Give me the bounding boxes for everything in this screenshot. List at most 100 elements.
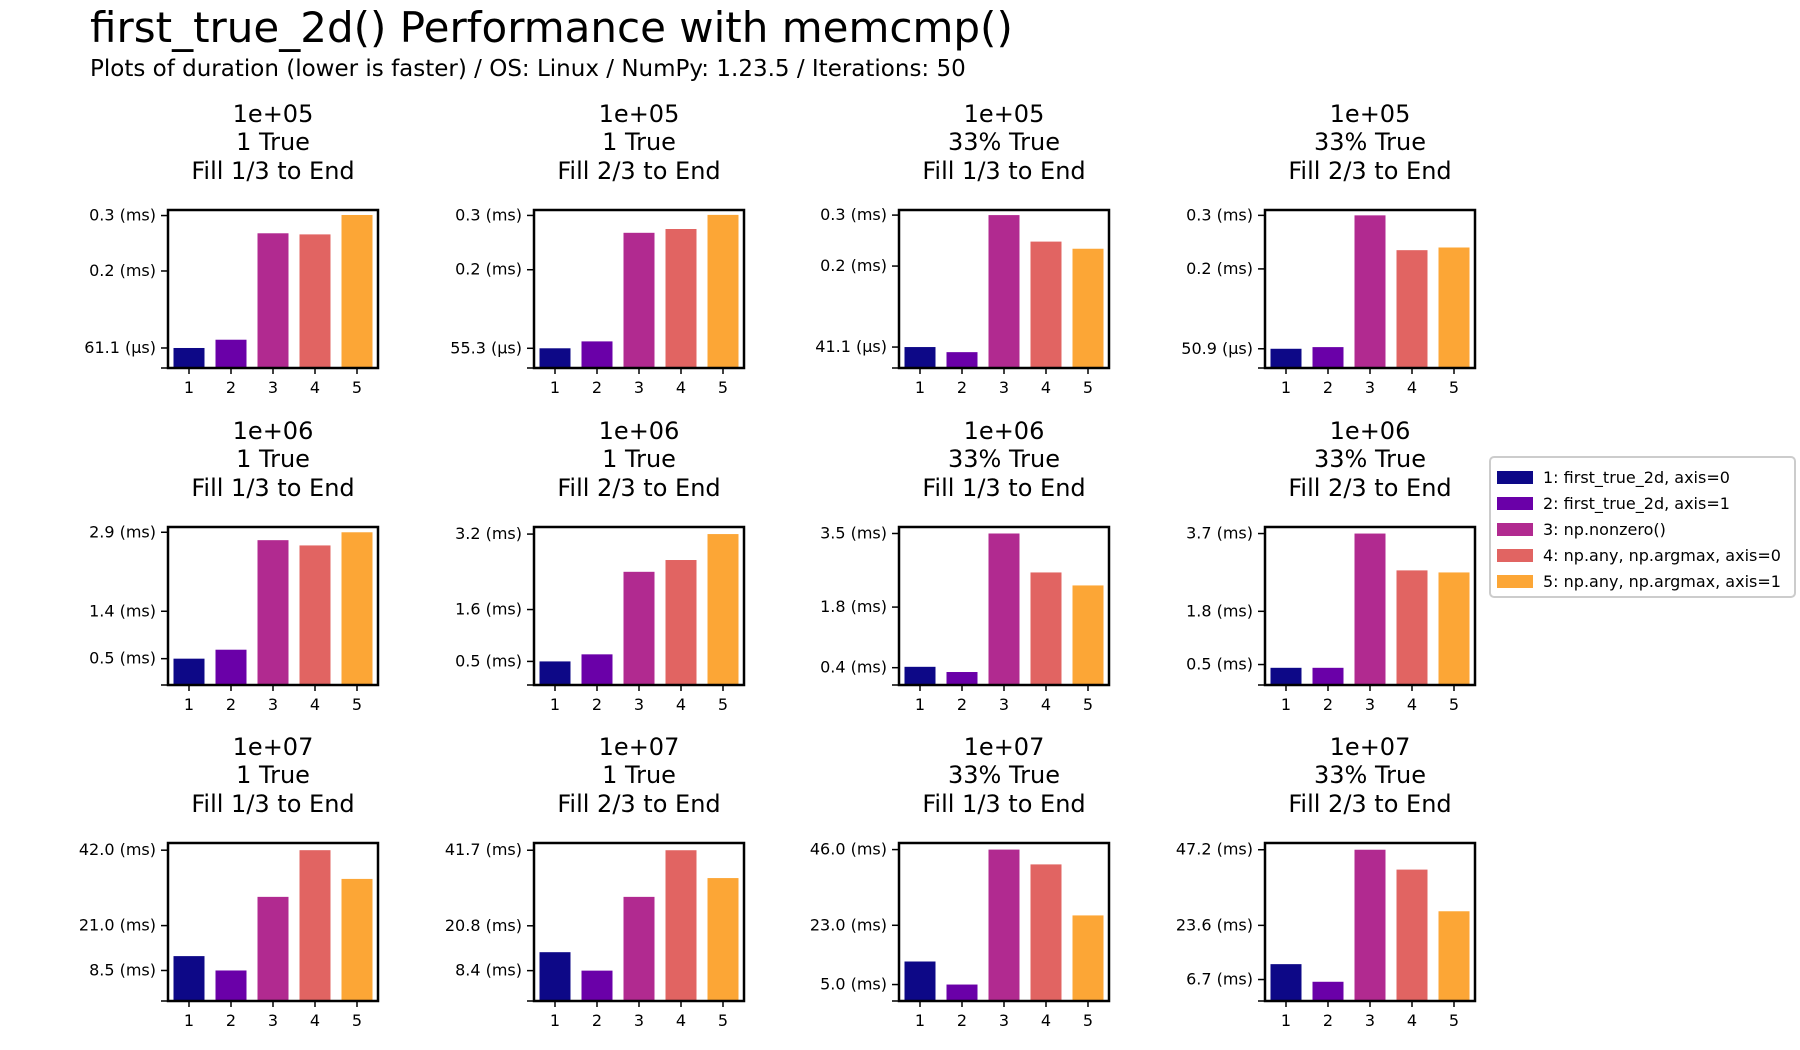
bar-4 [1396, 250, 1428, 368]
legend: 1: first_true_2d, axis=0 2: first_true_2d… [1489, 456, 1796, 598]
panel-title-line: 33% True [1314, 445, 1426, 473]
y-tick-label: 0.4 (ms) [820, 658, 887, 677]
panel-title-line: 1e+05 [233, 100, 314, 128]
y-tick-label: 0.3 (ms) [89, 206, 156, 225]
x-tick-label: 1 [1281, 1011, 1291, 1030]
x-tick-label: 1 [184, 695, 194, 714]
panel-title-line: 1e+07 [599, 733, 680, 761]
y-tick-label: 41.1 (µs) [815, 337, 887, 356]
panel-title-line: Fill 2/3 to End [557, 474, 720, 502]
panel-title-line: Fill 2/3 to End [1288, 157, 1451, 185]
x-tick-label: 4 [1407, 1011, 1417, 1030]
x-tick-label: 4 [310, 378, 320, 397]
x-tick-label: 2 [1323, 1011, 1333, 1030]
panel-title-line: Fill 2/3 to End [557, 157, 720, 185]
panel-title-line: 1e+06 [964, 417, 1045, 445]
x-tick-label: 3 [999, 695, 1009, 714]
panel-title-line: 1e+05 [599, 100, 680, 128]
x-tick-label: 3 [268, 1011, 278, 1030]
legend-swatch-5 [1497, 575, 1533, 588]
bar-3 [988, 849, 1020, 1001]
bar-3 [1354, 533, 1386, 685]
y-tick-label: 21.0 (ms) [79, 916, 156, 935]
panel-title-line: 1e+07 [1330, 733, 1411, 761]
legend-swatch-4 [1497, 549, 1533, 562]
y-tick-label: 0.5 (ms) [89, 649, 156, 668]
bar-3 [1354, 215, 1386, 368]
x-tick-label: 1 [915, 695, 925, 714]
y-tick-label: 0.2 (ms) [89, 261, 156, 280]
y-tick-label: 61.1 (µs) [84, 338, 156, 357]
bar-3 [988, 533, 1020, 685]
bar-5 [1438, 572, 1470, 685]
panel-title-line: 1e+05 [1330, 100, 1411, 128]
bar-3 [623, 571, 655, 685]
legend-label-1: 1: first_true_2d, axis=0 [1543, 468, 1730, 488]
x-tick-label: 3 [634, 378, 644, 397]
x-tick-label: 4 [1041, 695, 1051, 714]
y-tick-label: 0.5 (ms) [455, 651, 522, 670]
bar-5 [1072, 248, 1104, 368]
bar-2 [946, 984, 978, 1001]
bar-4 [1396, 869, 1428, 1001]
bar-4 [299, 234, 331, 368]
legend-swatch-3 [1497, 523, 1533, 536]
panel-title-line: 33% True [948, 761, 1060, 789]
x-tick-label: 5 [1083, 1011, 1093, 1030]
x-tick-label: 4 [1041, 378, 1051, 397]
bar-5 [1072, 585, 1104, 685]
panel-title-line: Fill 2/3 to End [1288, 790, 1451, 818]
x-tick-label: 2 [226, 378, 236, 397]
panel-title-line: 1 True [602, 128, 676, 156]
x-tick-label: 5 [352, 1011, 362, 1030]
panel-title-line: 1 True [236, 445, 310, 473]
y-tick-label: 1.6 (ms) [455, 600, 522, 619]
bar-5 [1072, 915, 1104, 1001]
x-tick-label: 5 [1083, 695, 1093, 714]
bar-2 [215, 649, 247, 685]
bar-3 [623, 896, 655, 1001]
panel-title-line: 33% True [948, 445, 1060, 473]
bar-1 [539, 661, 571, 685]
y-tick-label: 0.3 (ms) [820, 205, 887, 224]
panel-title-line: Fill 1/3 to End [191, 157, 354, 185]
y-tick-label: 41.7 (ms) [445, 840, 522, 859]
x-tick-label: 4 [1041, 1011, 1051, 1030]
bar-5 [707, 534, 739, 685]
x-tick-label: 2 [592, 1011, 602, 1030]
panel-title-line: 33% True [1314, 761, 1426, 789]
x-tick-label: 2 [957, 378, 967, 397]
bar-4 [665, 229, 697, 368]
bar-1 [173, 956, 205, 1001]
bar-3 [257, 896, 289, 1001]
x-tick-label: 1 [184, 1011, 194, 1030]
bar-4 [1396, 570, 1428, 685]
y-tick-label: 50.9 (µs) [1181, 339, 1253, 358]
y-tick-label: 0.5 (ms) [1186, 655, 1253, 674]
x-tick-label: 4 [1407, 695, 1417, 714]
x-tick-label: 4 [310, 695, 320, 714]
legend-label-4: 4: np.any, np.argmax, axis=0 [1543, 546, 1781, 565]
x-tick-label: 3 [1365, 1011, 1375, 1030]
bar-5 [1438, 911, 1470, 1001]
y-tick-label: 6.7 (ms) [1186, 970, 1253, 989]
bar-2 [946, 352, 978, 368]
bar-3 [988, 215, 1020, 368]
panel-title-line: 33% True [1314, 128, 1426, 156]
panel-title-line: Fill 1/3 to End [922, 474, 1085, 502]
bar-4 [1030, 241, 1062, 368]
x-tick-label: 5 [1083, 378, 1093, 397]
panel-title-line: Fill 2/3 to End [1288, 474, 1451, 502]
x-tick-label: 2 [957, 1011, 967, 1030]
x-tick-label: 5 [352, 378, 362, 397]
bar-2 [581, 970, 613, 1001]
y-tick-label: 5.0 (ms) [820, 975, 887, 994]
y-tick-label: 0.2 (ms) [820, 256, 887, 275]
y-tick-label: 20.8 (ms) [445, 916, 522, 935]
